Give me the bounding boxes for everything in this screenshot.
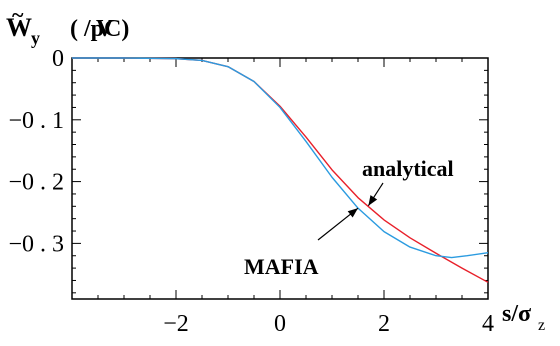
y-axis-title-tilde: ~ xyxy=(12,2,24,27)
x-tick-label: 4 xyxy=(482,311,494,337)
x-tick-labels: −2 0 2 4 xyxy=(163,311,494,337)
series-line-mafia xyxy=(72,57,489,259)
annotation-mafia: MAFIA xyxy=(244,207,359,279)
annotation-analytical: analytical xyxy=(362,156,454,207)
x-axis-title-subscript: z xyxy=(538,317,545,334)
y-tick-labels: 0 −0 . 1 −0 . 2 −0 . 3 xyxy=(8,46,64,257)
x-axis-title: s/σ z xyxy=(502,301,545,334)
annotation-analytical-arrowhead xyxy=(368,195,378,206)
x-tick-label: 2 xyxy=(378,311,390,337)
x-axis-title-main: s/σ xyxy=(502,301,531,327)
y-axis-title-units: ( /pC) xyxy=(70,16,129,42)
y-tick-label: −0 . 2 xyxy=(8,170,64,196)
annotation-mafia-arrowhead xyxy=(347,208,358,218)
x-tick-label: 0 xyxy=(274,311,286,337)
annotation-mafia-label: MAFIA xyxy=(244,254,319,279)
y-tick-label: −0 . 3 xyxy=(8,231,64,257)
y-axis-title: ~ W y ( /pC) V xyxy=(6,2,129,48)
y-axis-title-main: W xyxy=(6,13,32,42)
x-tick-label: −2 xyxy=(163,311,189,337)
annotation-analytical-label: analytical xyxy=(362,156,454,181)
y-axis-title-subscript: y xyxy=(31,28,40,48)
y-axis-title-units-overlay: V xyxy=(96,16,114,42)
series-lines xyxy=(72,57,489,283)
y-tick-label: 0 xyxy=(52,46,64,72)
y-tick-label: −0 . 1 xyxy=(8,108,64,134)
